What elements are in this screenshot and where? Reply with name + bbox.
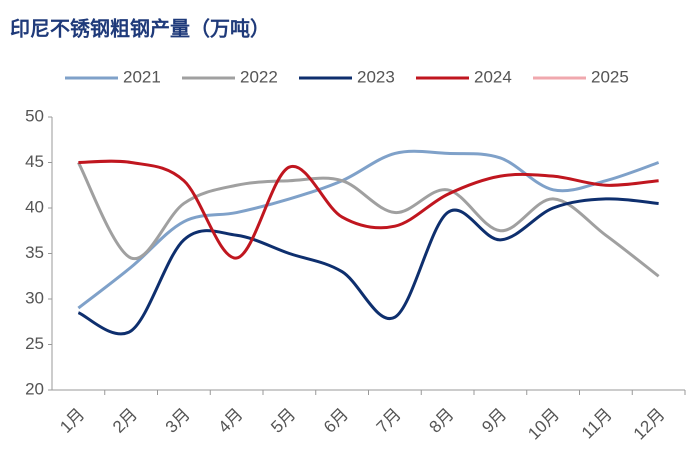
series-line — [77, 161, 660, 278]
x-tick-label: 4月 — [214, 405, 246, 437]
x-tick-label: 2月 — [109, 405, 141, 437]
y-tick-label: 40 — [25, 197, 44, 216]
x-tick-label: 9月 — [478, 405, 510, 437]
x-tick-label: 3月 — [162, 405, 194, 437]
series-line — [77, 197, 659, 336]
legend-label: 2021 — [123, 67, 161, 86]
x-tick-label: 7月 — [373, 405, 405, 437]
chart-title: 印尼不锈钢粗钢产量（万吨） — [10, 17, 270, 41]
y-tick-label: 25 — [25, 334, 44, 353]
y-tick-label: 35 — [25, 243, 44, 262]
legend-label: 2023 — [357, 67, 395, 86]
y-tick-label: 30 — [25, 288, 44, 307]
y-tick-label: 45 — [25, 152, 44, 171]
legend-label: 2024 — [474, 67, 512, 86]
x-tick-label: 8月 — [425, 405, 457, 437]
x-tick-label: 1月 — [56, 405, 88, 437]
x-tick-label: 11月 — [578, 405, 616, 443]
legend-label: 2025 — [591, 67, 629, 86]
y-tick-label: 50 — [25, 106, 44, 125]
x-tick-label: 5月 — [267, 405, 299, 437]
series-line — [77, 149, 660, 310]
series-line — [78, 159, 659, 260]
legend-label: 2022 — [240, 67, 278, 86]
x-tick-label: 10月 — [524, 405, 563, 444]
x-tick-label: 12月 — [630, 405, 669, 444]
y-tick-label: 20 — [25, 379, 44, 398]
x-tick-label: 6月 — [320, 405, 352, 437]
